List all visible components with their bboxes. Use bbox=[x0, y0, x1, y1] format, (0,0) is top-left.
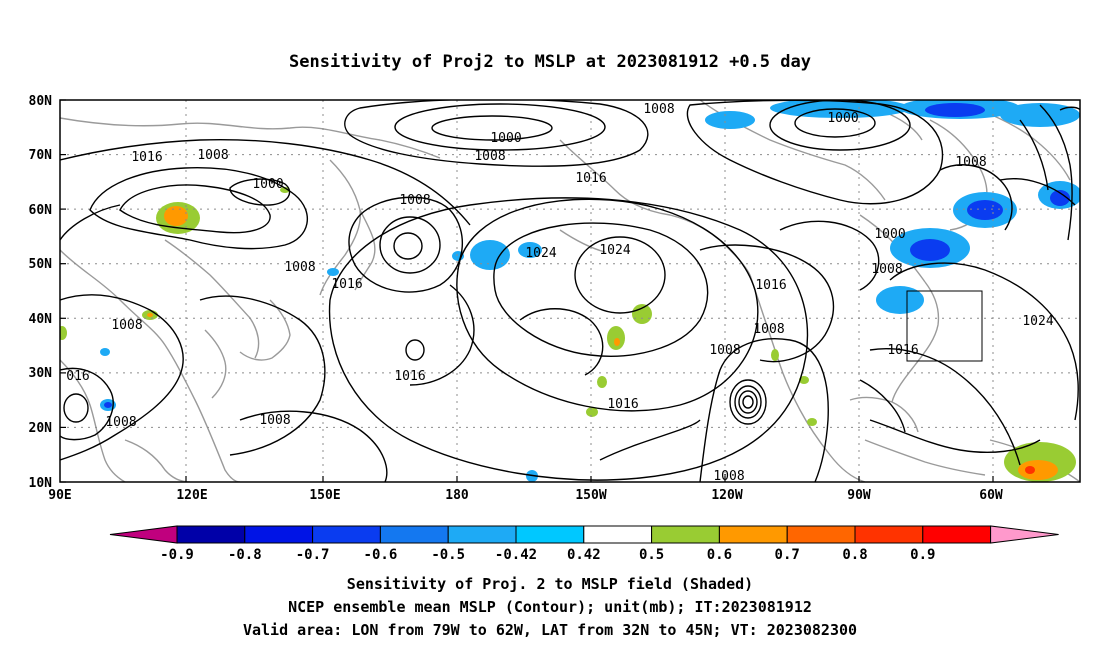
lon-label: 120W bbox=[711, 488, 742, 503]
colorbar-label: -0.42 bbox=[495, 547, 537, 563]
colorbar-box bbox=[176, 525, 246, 544]
contour-label: 1016 bbox=[131, 150, 162, 165]
colorbar-tip-high bbox=[990, 525, 1059, 544]
contour-label: 1016 bbox=[607, 397, 638, 412]
lon-label: 90E bbox=[48, 488, 71, 503]
colorbar-box bbox=[447, 525, 517, 544]
contour-label: 1016 bbox=[331, 277, 362, 292]
contour-label: 1008 bbox=[111, 318, 142, 333]
contour-label: 1008 bbox=[284, 260, 315, 275]
longitude-labels: 90E 120E 150E 180 150W 120W 90W 60W bbox=[48, 488, 1003, 503]
contour-label: 1000 bbox=[490, 131, 521, 146]
contour-label: 1016 bbox=[394, 369, 425, 384]
contour-label: 1008 bbox=[259, 413, 290, 428]
lat-label: 50N bbox=[29, 257, 53, 272]
colorbar-label: -0.9 bbox=[160, 547, 194, 563]
lat-label: 60N bbox=[29, 203, 53, 218]
colorbar-box bbox=[922, 525, 992, 544]
lat-label: 20N bbox=[29, 421, 53, 436]
colorbar-box bbox=[379, 525, 449, 544]
lon-label: 90W bbox=[847, 488, 871, 503]
contour-label: 016 bbox=[66, 369, 89, 384]
caption-contour: NCEP ensemble mean MSLP (Contour); unit(… bbox=[288, 598, 812, 616]
colorbar-label: -0.8 bbox=[228, 547, 262, 563]
lon-label: 150E bbox=[309, 488, 340, 503]
mslp-contours bbox=[60, 100, 1080, 482]
colorbar-box bbox=[312, 525, 381, 544]
contour-label: 1008 bbox=[474, 149, 505, 164]
lat-label: 10N bbox=[29, 476, 53, 491]
valid-area-box bbox=[906, 290, 983, 362]
caption-valid-area: Valid area: LON from 79W to 62W, LAT fro… bbox=[243, 621, 857, 639]
contour-label: 1008 bbox=[709, 343, 740, 358]
lon-label: 120E bbox=[176, 488, 207, 503]
contour-label: 1000 bbox=[827, 111, 858, 126]
strong-positive-regions bbox=[147, 206, 1058, 480]
colorbar: -0.9 -0.8 -0.7 -0.6 -0.5 -0.42 0.42 0.5 0.6 0.7 0.… bbox=[109, 525, 1059, 563]
colorbar-box bbox=[718, 525, 788, 544]
contour-label: 1024 bbox=[525, 246, 556, 261]
colorbar-label: -0.5 bbox=[431, 547, 465, 563]
map-title: Sensitivity of Proj2 to MSLP at 20230819… bbox=[289, 52, 811, 72]
colorbar-box bbox=[651, 525, 720, 544]
colorbar-tip-low bbox=[109, 525, 178, 544]
lon-label: 60W bbox=[979, 488, 1003, 503]
colorbar-label: 0.5 bbox=[639, 547, 664, 563]
contour-label: 1008 bbox=[955, 155, 986, 170]
contour-label: 1008 bbox=[871, 262, 902, 277]
contour-label: 1008 bbox=[399, 193, 430, 208]
contour-labels: 1000 1000 1000 1000 1008 1008 1008 1008 … bbox=[66, 102, 1054, 484]
colorbar-label: -0.7 bbox=[296, 547, 330, 563]
contour-label: 1008 bbox=[105, 415, 136, 430]
contour-label: 1008 bbox=[643, 102, 674, 117]
contour-label: 1024 bbox=[1022, 314, 1053, 329]
colorbar-label: 0.7 bbox=[775, 547, 800, 563]
contour-label: 1016 bbox=[575, 171, 606, 186]
lat-label: 80N bbox=[29, 94, 53, 109]
lat-label: 40N bbox=[29, 312, 53, 327]
colorbar-label: 0.9 bbox=[910, 547, 935, 563]
caption-shaded: Sensitivity of Proj. 2 to MSLP field (Sh… bbox=[347, 575, 753, 593]
strong-negative-regions bbox=[104, 103, 1070, 408]
colorbar-label: 0.8 bbox=[842, 547, 867, 563]
colorbar-label: 0.6 bbox=[707, 547, 732, 563]
colorbar-label: -0.6 bbox=[364, 547, 398, 563]
lon-label: 150W bbox=[575, 488, 606, 503]
contour-label: 1008 bbox=[197, 148, 228, 163]
colorbar-box bbox=[515, 525, 585, 544]
contour-label: 1024 bbox=[599, 243, 630, 258]
latitude-labels: 80N 70N 60N 50N 40N 30N 20N 10N bbox=[29, 94, 53, 491]
colorbar-box bbox=[786, 525, 856, 544]
contour-label: 1008 bbox=[753, 322, 784, 337]
colorbar-label: 0.42 bbox=[567, 547, 601, 563]
colorbar-box bbox=[244, 525, 314, 544]
contour-label: 1000 bbox=[874, 227, 905, 242]
lat-label: 70N bbox=[29, 148, 53, 163]
plot-frame bbox=[59, 99, 1081, 483]
coastlines bbox=[60, 100, 1080, 482]
contour-label: 1008 bbox=[713, 469, 744, 484]
lat-label: 30N bbox=[29, 366, 53, 381]
axis-ticks bbox=[60, 99, 994, 483]
contour-label: 1016 bbox=[755, 278, 786, 293]
contour-label: 1000 bbox=[252, 177, 283, 192]
lat-lon-grid bbox=[60, 100, 1080, 482]
colorbar-box bbox=[854, 525, 924, 544]
contour-label: 1016 bbox=[887, 343, 918, 358]
lon-label: 180 bbox=[445, 488, 469, 503]
colorbar-box bbox=[583, 525, 653, 544]
